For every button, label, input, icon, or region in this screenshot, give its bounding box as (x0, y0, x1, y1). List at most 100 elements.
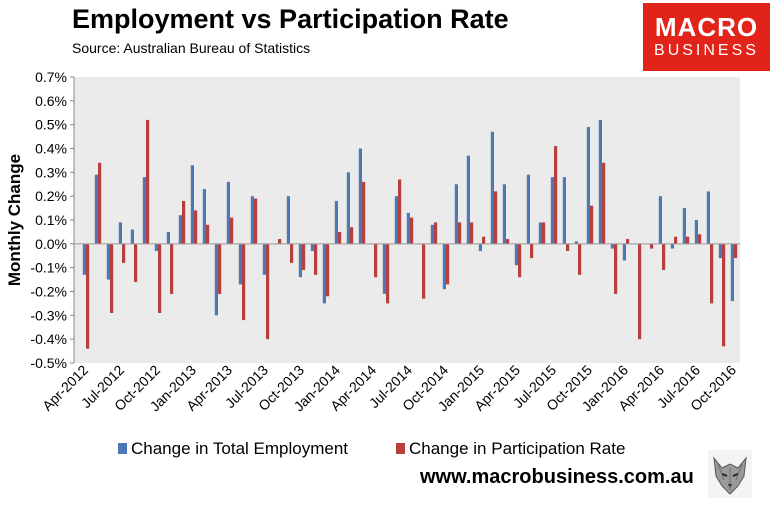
employment-bar (286, 196, 290, 244)
legend-swatch-employment (118, 443, 127, 454)
participation-bar (110, 243, 114, 313)
y-axis-label: Monthly Change (5, 154, 24, 286)
employment-bar (106, 243, 110, 280)
y-tick-label: -0.2% (30, 284, 67, 300)
participation-bar (422, 243, 426, 299)
participation-bar (698, 234, 702, 244)
employment-bar (250, 196, 254, 244)
participation-bar (218, 243, 222, 294)
participation-bar (146, 119, 150, 244)
participation-bar (614, 243, 618, 294)
participation-bar (506, 239, 510, 244)
legend-label-participation: Change in Participation Rate (409, 439, 625, 458)
participation-bar (182, 200, 186, 244)
employment-bar (226, 181, 230, 244)
participation-bar (554, 146, 558, 244)
y-tick-label: -0.3% (30, 307, 67, 323)
participation-bar (458, 222, 462, 244)
employment-bar (694, 220, 698, 244)
participation-bar (158, 243, 162, 313)
employment-bar (190, 165, 194, 244)
chart-title: Employment vs Participation Rate (72, 4, 509, 34)
participation-bar (302, 243, 306, 271)
y-tick-label: 0.1% (35, 212, 67, 228)
employment-bar (526, 174, 530, 244)
employment-bar (442, 243, 446, 290)
participation-bar (590, 205, 594, 244)
employment-bar (118, 222, 122, 244)
employment-bar (502, 184, 506, 244)
participation-bar (206, 224, 210, 244)
participation-bar (386, 243, 390, 304)
y-tick-label: 0.3% (35, 164, 67, 180)
participation-bar (710, 243, 714, 304)
employment-bar (394, 196, 398, 244)
y-tick-label: 0.5% (35, 117, 67, 133)
logo-line-1: MACRO (654, 12, 759, 42)
y-tick-label: 0.6% (35, 93, 67, 109)
employment-bar (214, 243, 218, 316)
participation-bar (314, 243, 318, 275)
participation-bar (530, 243, 534, 259)
participation-bar (170, 243, 174, 294)
participation-bar (254, 198, 258, 244)
employment-bar (682, 208, 686, 244)
participation-bar (398, 179, 402, 244)
employment-bar (82, 243, 86, 275)
employment-bar (466, 155, 470, 244)
participation-bar (434, 222, 438, 244)
employment-bar (202, 189, 206, 244)
participation-bar (122, 243, 126, 263)
employment-bar (706, 191, 710, 244)
participation-bar (650, 243, 654, 249)
employment-bar (586, 127, 590, 244)
participation-bar (566, 243, 570, 251)
employment-bar (322, 243, 326, 304)
y-tick-label: 0.4% (35, 141, 67, 157)
participation-bar (662, 243, 666, 271)
employment-bar (130, 229, 134, 244)
employment-bar (94, 174, 98, 244)
y-tick-label: -0.1% (30, 260, 67, 276)
logo-line-2: BUSINESS (654, 42, 759, 59)
employment-bar (334, 200, 338, 244)
footer-url[interactable]: www.macrobusiness.com.au (420, 466, 694, 488)
participation-bar (134, 243, 138, 282)
participation-bar (278, 239, 282, 244)
participation-bar (410, 217, 414, 244)
participation-bar (290, 243, 294, 263)
macrobusiness-logo: MACRO BUSINESS (643, 3, 770, 71)
employment-bar (610, 243, 614, 249)
employment-bar (406, 212, 410, 244)
y-tick-label: 0.0% (35, 236, 67, 252)
employment-bar (598, 119, 602, 244)
employment-bar (730, 243, 734, 302)
participation-bar (266, 243, 270, 340)
employment-bar (478, 243, 482, 251)
wolf-logo-icon (708, 450, 752, 498)
employment-bar (238, 243, 242, 285)
employment-bar (514, 243, 518, 266)
participation-bar (230, 217, 234, 244)
participation-bar (374, 243, 378, 278)
participation-bar (482, 236, 486, 244)
participation-bar (734, 243, 738, 259)
participation-bar (626, 239, 630, 244)
employment-bar (178, 215, 182, 244)
employment-bar (454, 184, 458, 244)
participation-bar (446, 243, 450, 285)
participation-bar (674, 236, 678, 244)
employment-bar (298, 243, 302, 278)
employment-bar (382, 243, 386, 294)
employment-bar (538, 222, 542, 244)
employment-bar (346, 172, 350, 244)
chart-source: Source: Australian Bureau of Statistics (72, 40, 311, 56)
employment-bar (154, 243, 158, 251)
participation-bar (518, 243, 522, 278)
employment-bar (718, 243, 722, 259)
participation-bar (470, 222, 474, 244)
participation-bar (638, 243, 642, 340)
y-tick-label: -0.4% (30, 331, 67, 347)
employment-bar (262, 243, 266, 275)
